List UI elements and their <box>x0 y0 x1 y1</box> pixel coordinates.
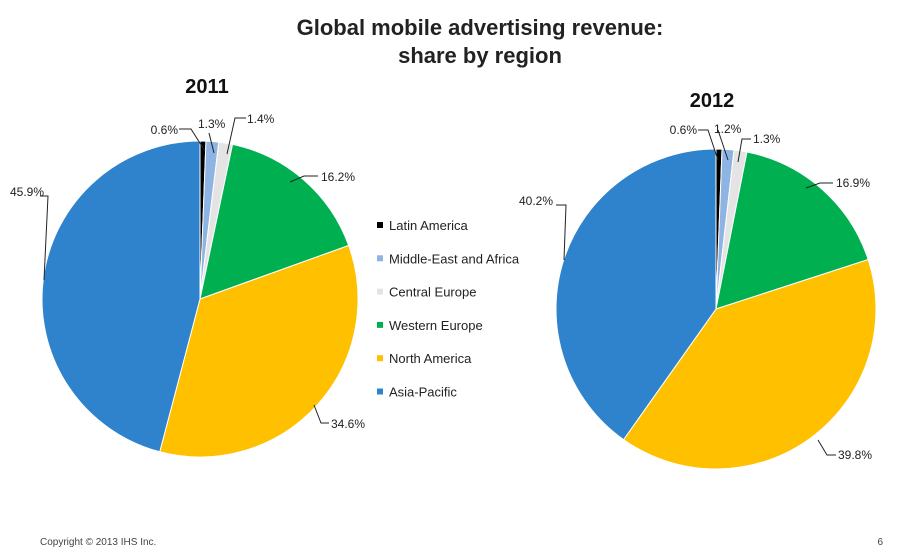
pie-slice-2012-north-america <box>622 258 877 470</box>
leader-line-2012-2 <box>737 138 751 163</box>
legend-label-western-europe: Western Europe <box>389 318 483 333</box>
data-label-2012-0: 0.6% <box>670 123 698 137</box>
data-label-2011-4: 34.6% <box>331 417 365 431</box>
page-number: 6 <box>877 537 883 548</box>
data-label-2012-1: 1.2% <box>714 122 742 136</box>
leader-line-2012-5 <box>556 204 567 261</box>
chart-title-line-1: Global mobile advertising revenue: <box>297 15 664 40</box>
leader-line-2011-4 <box>313 404 329 424</box>
pie-chart-2012: 2012 0.6% 1.2% 1.3% 16.9% 39.8% 40.2% <box>519 90 877 470</box>
leader-line-2011-1 <box>208 132 215 154</box>
legend-swatch-latin-america <box>377 222 383 228</box>
leader-line-2011-3 <box>289 175 318 183</box>
leader-line-2012-4 <box>817 439 836 456</box>
pie-slice-2012-western-europe <box>715 151 869 310</box>
data-label-2012-5: 40.2% <box>519 194 553 208</box>
data-label-2011-2: 1.4% <box>247 112 275 126</box>
legend-label-central-europe: Central Europe <box>389 285 476 300</box>
legend: Latin America Middle-East and Africa Centr… <box>377 218 520 400</box>
pie-chart-2011: 2011 0.6% 1.3% 1.4% 16.2% 34.6% 45.9% <box>10 76 365 458</box>
pie-slice-2011-north-america <box>159 244 359 458</box>
leader-line-2012-0 <box>698 129 719 161</box>
legend-label-asia-pacific: Asia-Pacific <box>389 385 457 400</box>
copyright-text: Copyright © 2013 IHS Inc. <box>40 537 156 548</box>
data-label-2011-1: 1.3% <box>198 117 226 131</box>
pie-slice-2011-western-europe <box>199 143 350 300</box>
legend-swatch-western-europe <box>377 321 383 328</box>
chart-title-line-2: share by region <box>398 43 562 68</box>
legend-label-north-america: North America <box>389 351 472 366</box>
leader-line-2011-0 <box>179 128 206 152</box>
leader-line-2012-3 <box>805 182 833 189</box>
pie-slice-2011-asia-pacific <box>41 140 201 453</box>
data-label-2011-0: 0.6% <box>151 123 179 137</box>
leader-line-2012-1 <box>717 129 729 161</box>
leader-line-2011-5 <box>40 195 49 281</box>
data-label-2012-3: 16.9% <box>836 176 870 190</box>
leader-line-2011-2 <box>226 117 246 155</box>
legend-swatch-asia-pacific <box>377 388 383 395</box>
legend-label-middle-east-and-africa: Middle-East and Africa <box>389 251 520 266</box>
legend-label-latin-america: Latin America <box>389 218 469 233</box>
legend-swatch-middle-east-and-africa <box>377 255 383 262</box>
legend-swatch-north-america <box>377 355 383 362</box>
data-label-2011-3: 16.2% <box>321 170 355 184</box>
legend-swatch-central-europe <box>377 288 383 295</box>
pie-title-2011: 2011 <box>185 76 228 98</box>
data-label-2012-2: 1.3% <box>753 132 781 146</box>
pie-title-2012: 2012 <box>690 90 735 112</box>
data-label-2011-5: 45.9% <box>10 185 44 199</box>
data-label-2012-4: 39.8% <box>838 448 872 462</box>
pie-slice-2012-asia-pacific <box>555 148 717 441</box>
